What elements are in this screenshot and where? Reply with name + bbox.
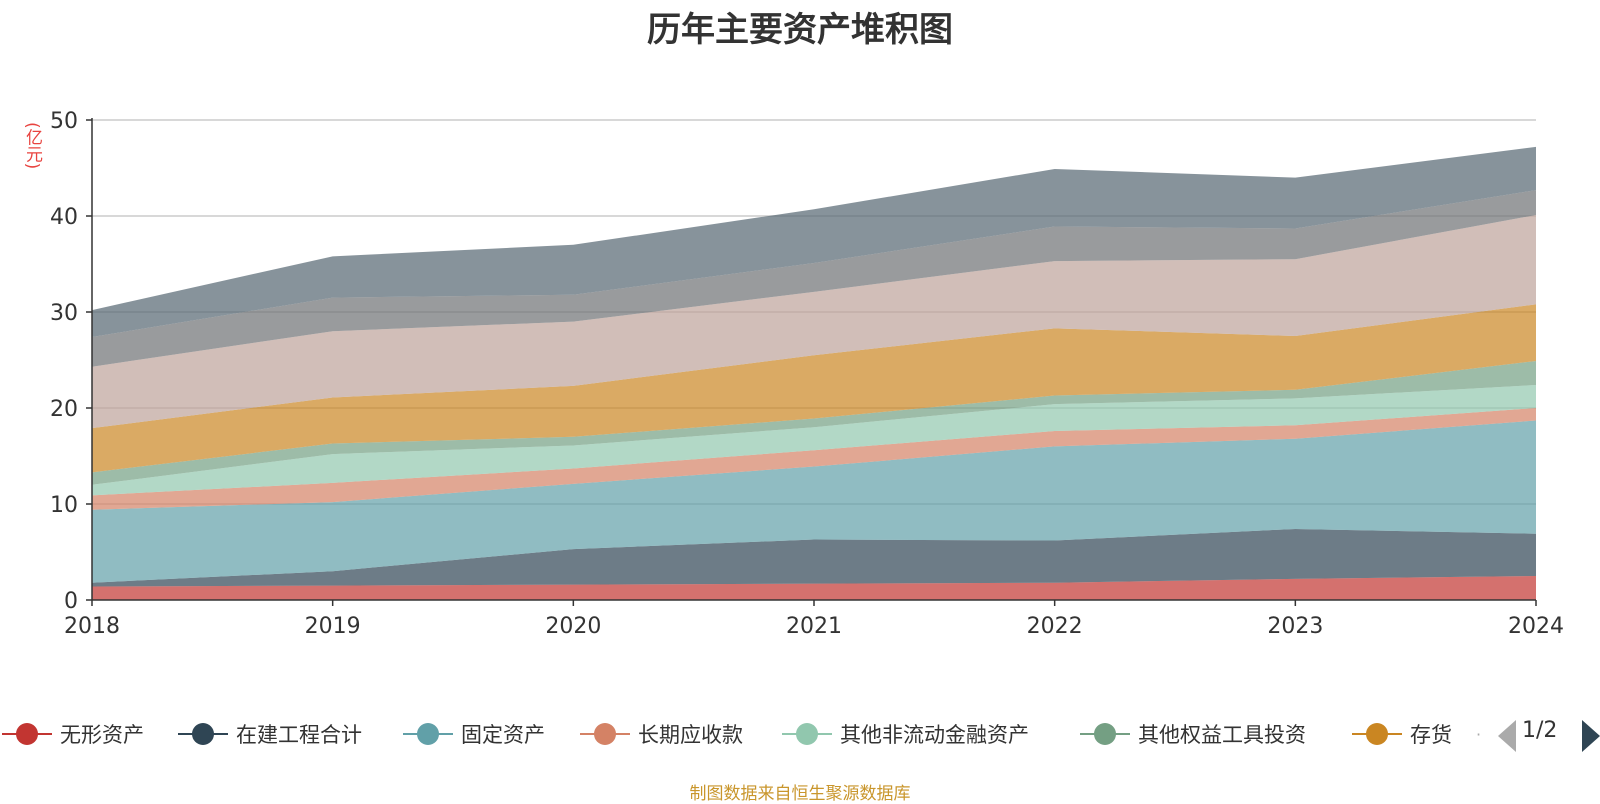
area-series-1 — [92, 528, 1536, 587]
legend-marker-icon — [1352, 719, 1402, 749]
area-series-6 — [92, 304, 1536, 473]
x-tick-label: 2018 — [64, 614, 120, 639]
legend-pager: 1/2 — [1498, 714, 1600, 754]
legend-marker-icon — [2, 719, 52, 749]
legend-marker-icon — [178, 719, 228, 749]
y-tick-label: 30 — [50, 301, 78, 326]
y-tick-label: 40 — [50, 205, 78, 230]
legend-prev-page-icon[interactable] — [1498, 720, 1516, 752]
x-tick-label: 2021 — [786, 614, 842, 639]
x-tick-label: 2023 — [1267, 614, 1323, 639]
y-tick-label: 10 — [50, 493, 78, 518]
x-tick-label: 2024 — [1508, 614, 1564, 639]
legend-item[interactable]: 在建工程合计 — [178, 714, 362, 754]
legend-page-indicator: 1/2 — [1522, 718, 1558, 743]
y-tick-label: 20 — [50, 397, 78, 422]
y-axis-unit-label: (亿元) — [22, 122, 42, 170]
area-series-3 — [92, 408, 1536, 510]
stacked-areas — [92, 146, 1536, 600]
legend-item[interactable]: 无形资产 — [2, 714, 144, 754]
legend-marker-icon — [1080, 719, 1130, 749]
legend-marker-icon — [782, 719, 832, 749]
legend-label: 存货 — [1410, 723, 1452, 747]
y-tick-label: 50 — [50, 109, 78, 134]
legend-marker-icon — [580, 719, 630, 749]
axes: 0 10 20 30 40 50 2018 2019 2020 2021 2022 2023 2024 — [50, 109, 1564, 639]
legend-label: 其他权益工具投资 — [1138, 723, 1306, 747]
legend-label: 在建工程合计 — [236, 723, 362, 747]
legend-item[interactable]: 存货 — [1352, 714, 1452, 754]
legend-next-page-icon[interactable] — [1582, 720, 1600, 752]
area-series-4 — [92, 384, 1536, 496]
y-tick-label: 0 — [64, 589, 78, 614]
legend: 无形资产 在建工程合计 固定资产 长期应收款 其他非流动金融资产 其他权益工具投资 存货 — [0, 714, 1600, 754]
legend-label: 其他非流动金融资产 — [840, 723, 1029, 747]
legend-label: 固定资产 — [461, 723, 545, 747]
area-series-0 — [92, 576, 1536, 600]
legend-item[interactable]: 长期应收款 — [580, 714, 743, 754]
legend-item[interactable]: 固定资产 — [403, 714, 545, 754]
x-tick-label: 2020 — [545, 614, 601, 639]
legend-overflow-dot: · — [1476, 725, 1482, 744]
legend-label: 长期应收款 — [638, 723, 743, 747]
chart-title: 历年主要资产堆积图 — [647, 10, 953, 50]
area-series-8 — [92, 190, 1536, 367]
area-series-2 — [92, 420, 1536, 583]
x-tick-label: 2022 — [1027, 614, 1083, 639]
area-series-9 — [92, 146, 1536, 337]
x-tick-label: 2019 — [305, 614, 361, 639]
area-series-5 — [92, 360, 1536, 485]
legend-item[interactable]: 其他非流动金融资产 — [782, 714, 1029, 754]
legend-label: 无形资产 — [60, 723, 144, 747]
area-series-7 — [92, 215, 1536, 429]
source-note: 制图数据来自恒生聚源数据库 — [689, 784, 911, 804]
legend-item[interactable]: 其他权益工具投资 — [1080, 714, 1306, 754]
legend-marker-icon — [403, 719, 453, 749]
